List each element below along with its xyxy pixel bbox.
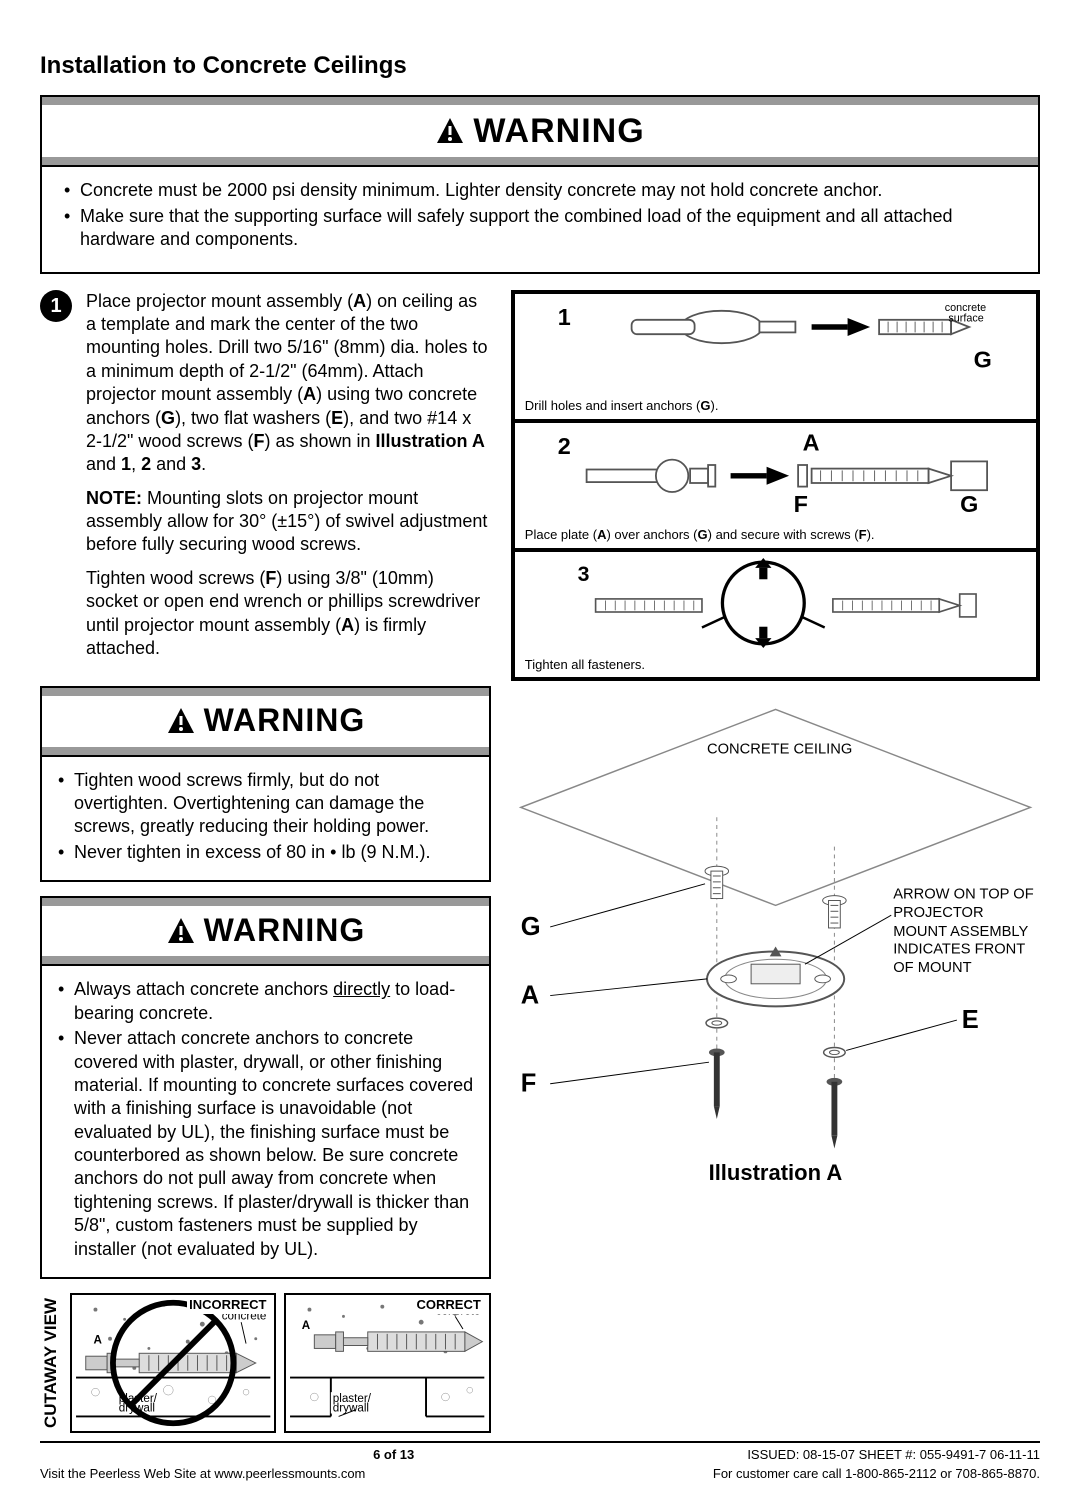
warning2-box: Tighten wood screws firmly, but do not o… xyxy=(40,757,491,883)
warning-icon xyxy=(435,116,465,146)
footer-bottom: Visit the Peerless Web Site at www.peerl… xyxy=(40,1466,1040,1483)
svg-text:2: 2 xyxy=(558,433,571,459)
cutaway-view: CUTAWAY VIEW INCORRECT xyxy=(40,1293,491,1433)
top-warning-box: Concrete must be 2000 psi density minimu… xyxy=(40,167,1040,273)
right-step-1: 1 concrete surface G Drill holes xyxy=(515,294,1036,423)
warning-label: WARNING xyxy=(473,109,644,153)
svg-text:surface: surface xyxy=(948,312,983,324)
cutaway-label: CUTAWAY VIEW xyxy=(40,1293,62,1433)
right-step-2: 2 A xyxy=(515,423,1036,552)
illustration-a: CONCRETE CEILING xyxy=(511,695,1040,1155)
svg-text:3: 3 xyxy=(577,562,589,586)
page-title: Installation to Concrete Ceilings xyxy=(40,50,1040,81)
anchor-g-1 xyxy=(705,867,729,899)
issued-line: ISSUED: 08-15-07 SHEET #: 055-9491-7 06-… xyxy=(747,1447,1040,1464)
top-warning-item: Make sure that the supporting surface wi… xyxy=(62,205,1018,252)
warning-label: WARNING xyxy=(204,910,366,952)
step-1: 1 Place projector mount assembly (A) on … xyxy=(40,290,491,671)
svg-text:1: 1 xyxy=(558,304,571,330)
arrow-note: ARROW ON TOP OF PROJECTOR MOUNT ASSEMBLY… xyxy=(893,886,1040,978)
top-warning-item: Concrete must be 2000 psi density minimu… xyxy=(62,179,1018,202)
warning3-item: Never attach concrete anchors to concret… xyxy=(56,1027,475,1261)
label-G: G xyxy=(521,913,541,941)
label-A: A xyxy=(802,429,819,455)
page-number: 6 of 13 xyxy=(373,1447,414,1464)
label-F: F xyxy=(793,491,807,517)
illustration-title: Illustration A xyxy=(511,1159,1040,1188)
label-concrete-ceiling: CONCRETE CEILING xyxy=(707,742,852,758)
label-E: E xyxy=(962,1006,979,1034)
step1-note: NOTE: Mounting slots on projector mount … xyxy=(86,487,491,557)
label-A: A xyxy=(521,982,539,1010)
screw-f-1 xyxy=(709,1049,725,1120)
anchor-g-2 xyxy=(822,896,846,928)
right-step-3: 3 xyxy=(515,552,1036,677)
warning-icon xyxy=(166,706,196,736)
warning2-item: Never tighten in excess of 80 in • lb (9… xyxy=(56,841,475,864)
label-A: A xyxy=(302,1319,311,1332)
step1-p1: Place projector mount assembly (A) on ce… xyxy=(86,290,491,477)
svg-text:drywall: drywall xyxy=(333,1402,369,1415)
footer-website: Visit the Peerless Web Site at www.peerl… xyxy=(40,1466,365,1483)
label-A: A xyxy=(94,1334,103,1347)
warning-label: WARNING xyxy=(204,700,366,742)
screw-f-2 xyxy=(826,1078,842,1149)
warning-icon xyxy=(166,916,196,946)
label-G: G xyxy=(960,491,978,517)
step1-p3: Tighten wood screws (F) using 3/8" (10mm… xyxy=(86,567,491,661)
label-G: G xyxy=(973,346,991,372)
footer-phone: For customer care call 1-800-865-2112 or… xyxy=(713,1466,1040,1483)
cutaway-incorrect: INCORRECT xyxy=(70,1293,276,1433)
label-F: F xyxy=(521,1070,537,1098)
footer-top: 6 of 13 ISSUED: 08-15-07 SHEET #: 055-94… xyxy=(40,1447,1040,1464)
right-step-panel: 1 concrete surface G Drill holes xyxy=(511,290,1040,682)
warning-bar-top: WARNING xyxy=(40,95,1040,167)
cutaway-correct: CORRECT xyxy=(284,1293,490,1433)
warning3-box: Always attach concrete anchors directly … xyxy=(40,966,491,1279)
warning2-item: Tighten wood screws firmly, but do not o… xyxy=(56,769,475,839)
warning3-item: Always attach concrete anchors directly … xyxy=(56,978,475,1025)
step-number: 1 xyxy=(40,290,72,322)
